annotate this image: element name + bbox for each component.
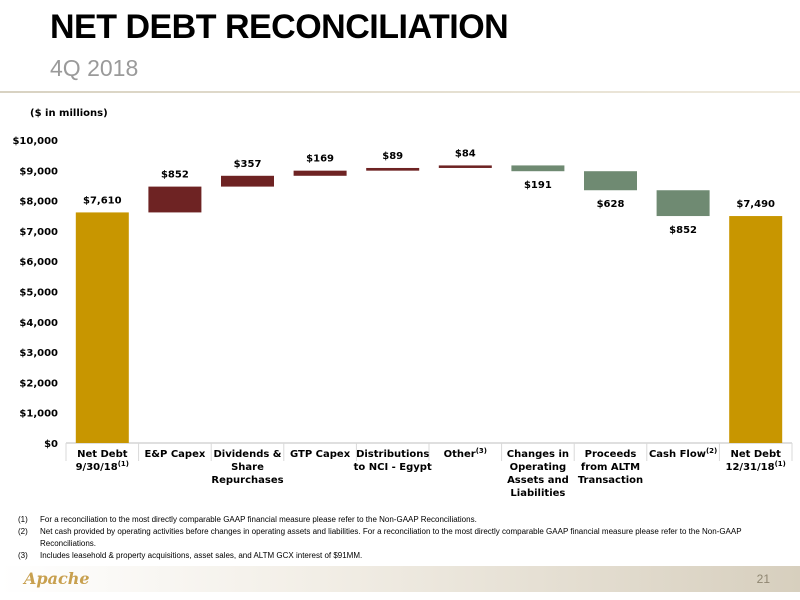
x-tick-label: Net Debt (77, 449, 128, 460)
bar (148, 186, 202, 213)
page-subtitle: 4Q 2018 (50, 55, 139, 81)
footnotes: (1) For a reconciliation to the most dir… (18, 514, 790, 562)
x-tick-label: Distributions (356, 449, 429, 460)
footnote-2-number: (2) (18, 527, 28, 536)
bar (438, 165, 492, 168)
y-tick-label: $4,000 (19, 318, 58, 329)
footnote-3: (3) Includes leasehold & property acquis… (18, 550, 790, 562)
data-label: $191 (524, 180, 552, 191)
y-tick-label: $3,000 (19, 348, 58, 359)
footnote-1-number: (1) (18, 515, 28, 524)
y-tick-label: $8,000 (19, 197, 58, 208)
x-tick-label: Proceeds (585, 449, 637, 460)
y-tick-label: $7,000 (19, 227, 58, 238)
x-tick-label: Liabilities (510, 488, 565, 499)
x-tick-label: Changes in (507, 449, 569, 460)
x-tick-label: Operating (510, 462, 567, 473)
x-tick-label: Repurchases (211, 475, 283, 486)
x-tick-label: from ALTM (581, 462, 640, 473)
bar (729, 216, 783, 443)
bar (656, 190, 710, 217)
y-tick-label: $1,000 (19, 409, 58, 420)
data-label: $89 (382, 151, 403, 162)
units-label: ($ in millions) (30, 108, 108, 119)
bar (511, 165, 565, 172)
bar (75, 212, 129, 443)
bar (366, 167, 420, 171)
y-tick-label: $0 (44, 439, 58, 450)
data-label: $7,490 (736, 199, 775, 210)
y-tick-label: $5,000 (19, 288, 58, 299)
page-title: NET DEBT RECONCILIATION (50, 8, 509, 46)
x-tick-label: E&P Capex (144, 449, 205, 460)
x-tick-label: Dividends & (213, 449, 281, 460)
bar (221, 175, 274, 187)
x-tick-label: Assets and (507, 475, 569, 486)
x-tick-label: GTP Capex (290, 449, 351, 460)
bar (584, 171, 637, 191)
footnote-1: (1) For a reconciliation to the most dir… (18, 514, 790, 526)
data-label: $169 (306, 154, 334, 165)
y-tick-label: $9,000 (19, 166, 58, 177)
y-tick-label: $2,000 (19, 378, 58, 389)
apache-logo: Apache (24, 569, 90, 588)
x-tick-label: 9/30/18(1) (76, 460, 129, 473)
data-label: $7,610 (83, 195, 122, 206)
header-divider (0, 91, 800, 93)
x-tick-label: to NCI - Egypt (354, 462, 432, 473)
x-tick-label: Transaction (578, 475, 643, 486)
footer-bar (0, 566, 800, 592)
data-label: $852 (669, 225, 697, 236)
footnote-3-number: (3) (18, 551, 28, 560)
x-tick-label: 12/31/18(1) (726, 460, 786, 473)
x-tick-label: Net Debt (730, 449, 781, 460)
page-number: 21 (756, 572, 770, 586)
x-tick-label: Share (231, 462, 264, 473)
footnote-2-text: Net cash provided by operating activitie… (40, 527, 742, 548)
footnote-1-text: For a reconciliation to the most directl… (40, 515, 477, 524)
x-tick-label: Other(3) (444, 447, 487, 460)
bar (293, 170, 347, 176)
data-label: $628 (597, 199, 625, 210)
data-label: $84 (455, 148, 476, 159)
data-label: $852 (161, 170, 189, 181)
footnote-3-text: Includes leasehold & property acquisitio… (40, 551, 363, 560)
footnote-2: (2) Net cash provided by operating activ… (18, 526, 790, 550)
x-tick-label: Cash Flow(2) (649, 447, 717, 460)
data-label: $357 (234, 159, 262, 170)
waterfall-chart: $0 $1,000 $2,000 $3,000 $4,000 $5,000 $6,000 $7… (12, 136, 793, 499)
y-tick-label: $10,000 (12, 136, 58, 147)
y-tick-label: $6,000 (19, 257, 58, 268)
